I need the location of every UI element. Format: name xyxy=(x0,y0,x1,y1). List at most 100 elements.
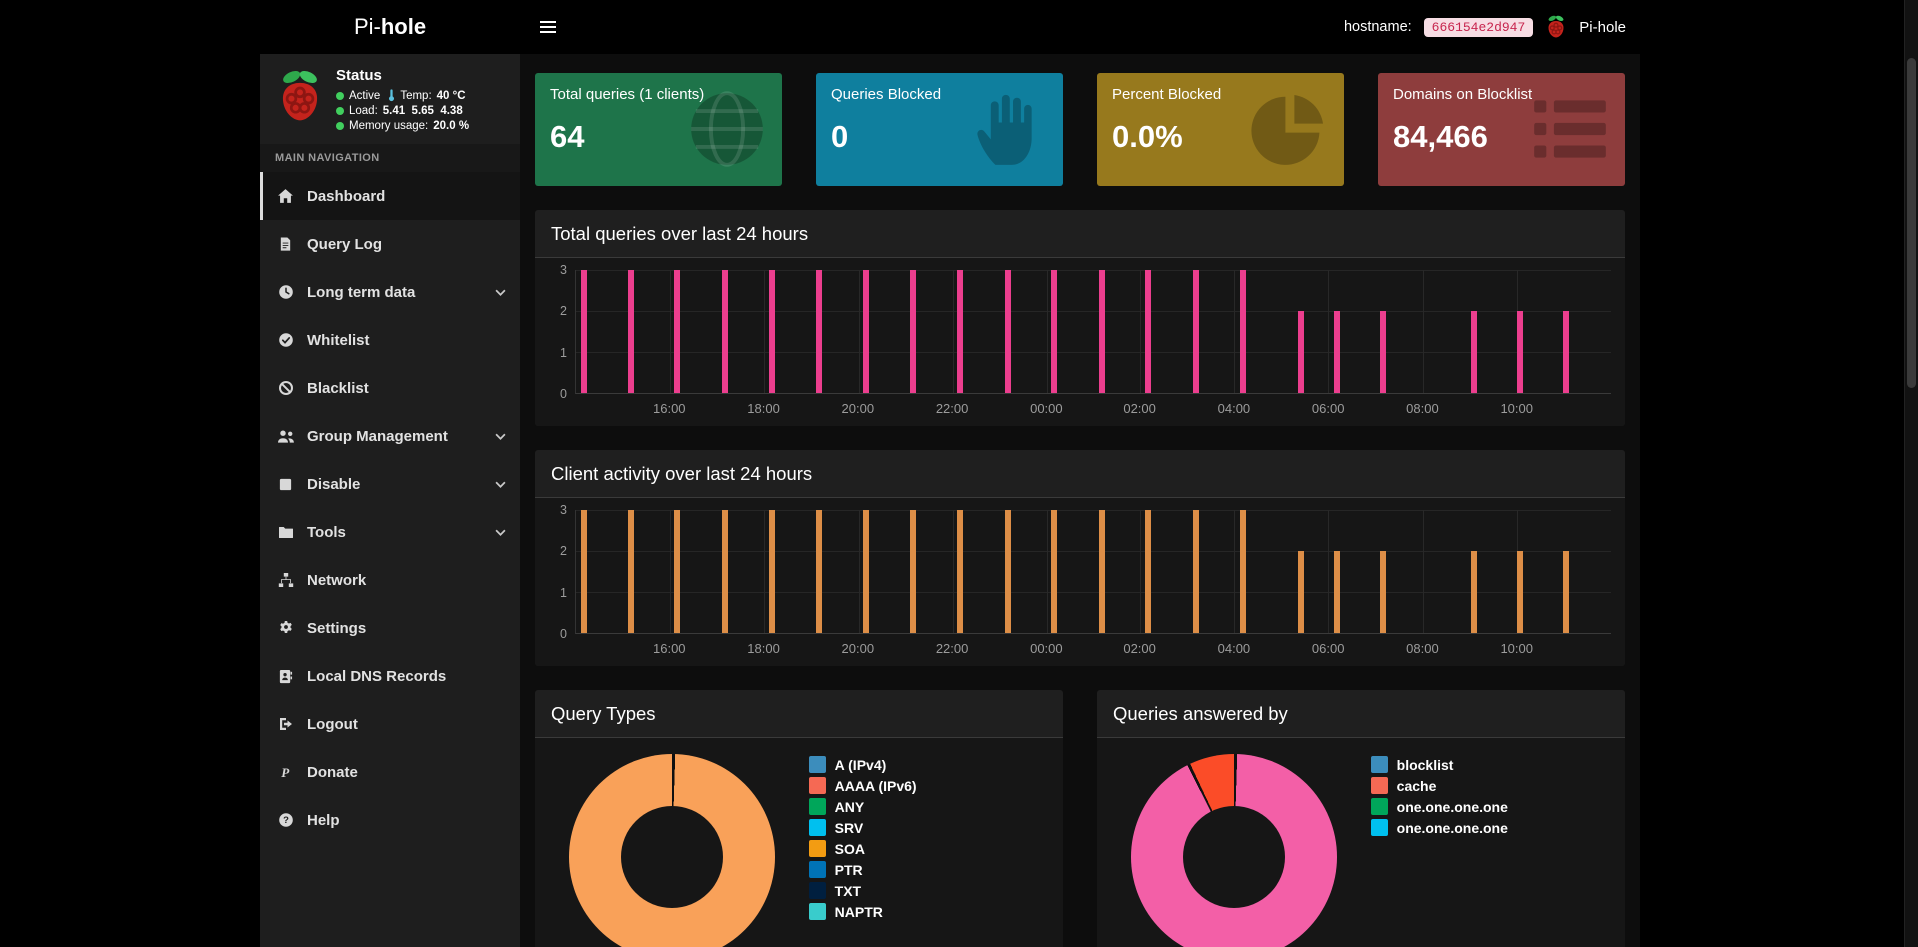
chevron-down-icon xyxy=(495,529,506,536)
legend-swatch xyxy=(808,777,826,794)
sidebar: Status Active Temp: 40 °C Load: 5.41 5.6… xyxy=(260,54,520,947)
folder-icon xyxy=(276,524,295,540)
sidebar-item-network[interactable]: Network xyxy=(260,556,520,604)
summary-card-percent-blocked: Percent Blocked 0.0% xyxy=(1097,73,1344,186)
chart-bar xyxy=(627,270,634,393)
chart-bar xyxy=(1145,510,1152,633)
chart-bar xyxy=(1380,551,1387,633)
card-value: 64 xyxy=(550,119,585,154)
query-types-donut[interactable] xyxy=(568,754,775,947)
chart-bar xyxy=(816,270,823,393)
queries-answered-donut[interactable] xyxy=(1130,754,1337,947)
chart-bar xyxy=(1051,510,1058,633)
card-label: Total queries (1 clients) xyxy=(550,86,705,103)
gridline xyxy=(576,352,1611,353)
gridline xyxy=(576,510,1611,511)
y-axis-label: 2 xyxy=(560,544,567,559)
panel-title: Query Types xyxy=(535,690,1063,738)
panel-title: Total queries over last 24 hours xyxy=(535,210,1625,258)
x-axis-label: 02:00 xyxy=(1123,401,1156,416)
legend-swatch xyxy=(808,903,826,920)
legend-item-one-one-one-one[interactable]: one.one.one.one xyxy=(1370,819,1615,836)
legend-item-srv[interactable]: SRV xyxy=(808,819,1053,836)
sidebar-item-label: Local DNS Records xyxy=(307,667,447,685)
sidebar-item-tools[interactable]: Tools xyxy=(260,508,520,556)
sidebar-item-help[interactable]: ? Help xyxy=(260,796,520,844)
sidebar-item-dashboard[interactable]: Dashboard xyxy=(260,172,520,220)
legend-label: A (IPv4) xyxy=(834,756,887,773)
legend-item-aaaa-ipv6[interactable]: AAAA (IPv6) xyxy=(808,777,1053,794)
legend-item-blocklist[interactable]: blocklist xyxy=(1370,756,1615,773)
legend-item-any[interactable]: ANY xyxy=(808,798,1053,815)
brand-text: Pi- xyxy=(353,14,381,39)
legend-label: cache xyxy=(1396,777,1437,794)
queries-answered-legend: blocklist cache one.one.one.one one.one.one… xyxy=(1370,752,1615,947)
list-icon xyxy=(1527,86,1613,172)
sidebar-menu: Dashboard Query Log Long term data Whitelis… xyxy=(260,172,520,844)
brand-link[interactable]: Pi-hole xyxy=(260,0,520,54)
sidebar-item-disable[interactable]: Disable xyxy=(260,460,520,508)
chart-bar xyxy=(768,510,775,633)
top-navbar: Pi-hole hostname: 666154e2d947 Pi-hole xyxy=(260,0,1640,54)
status-info: Status Active Temp: 40 °C Load: 5.41 5.6… xyxy=(336,67,469,132)
donut-wrap xyxy=(535,752,809,947)
stop-icon xyxy=(276,477,295,492)
client-activity-chart[interactable]: 0 1 2 3 16:00 18:00 20:00 22:00 00:00 02:00 04:00 0… xyxy=(549,503,1611,658)
total-queries-chart[interactable]: 0 1 2 3 16:00 18:00 20:00 22:00 00:00 02:00 04:00 0… xyxy=(549,263,1611,418)
hand-icon xyxy=(965,86,1051,172)
gridline xyxy=(1234,270,1236,393)
sidebar-item-query-log[interactable]: Query Log xyxy=(260,220,520,268)
memory-label: Memory usage: xyxy=(349,120,429,132)
ban-icon xyxy=(276,380,295,396)
legend-swatch xyxy=(1370,756,1388,773)
x-axis-label: 00:00 xyxy=(1030,401,1063,416)
chart-bar xyxy=(956,270,963,393)
gridline xyxy=(1328,510,1330,633)
globe-icon xyxy=(684,86,770,172)
temp-label: Temp: xyxy=(400,89,432,102)
summary-card-queries-blocked: Queries Blocked 0 xyxy=(816,73,1063,186)
x-axis-label: 10:00 xyxy=(1500,401,1533,416)
x-axis-label: 10:00 xyxy=(1500,641,1533,656)
chart-bar xyxy=(1563,311,1570,393)
gridline xyxy=(1328,270,1330,393)
y-axis-label: 3 xyxy=(560,503,567,517)
chart-bar xyxy=(722,270,729,393)
home-icon xyxy=(276,188,295,205)
brand-text-bold: hole xyxy=(380,14,427,39)
page-scrollbar[interactable] xyxy=(1904,0,1918,947)
legend-item-txt[interactable]: TXT xyxy=(808,882,1053,899)
sidebar-item-label: Network xyxy=(307,571,367,589)
sidebar-item-donate[interactable]: P Donate xyxy=(260,748,520,796)
sidebar-item-label: Settings xyxy=(307,619,367,637)
status-active-label: Active xyxy=(349,89,381,102)
legend-item-a-ipv4[interactable]: A (IPv4) xyxy=(808,756,1053,773)
x-axis-label: 06:00 xyxy=(1311,401,1345,416)
check-circle-icon xyxy=(276,332,295,348)
sidebar-item-settings[interactable]: Settings xyxy=(260,604,520,652)
legend-swatch xyxy=(1370,819,1388,836)
chart-bar xyxy=(627,510,634,633)
status-dot xyxy=(336,91,344,100)
sidebar-item-group-management[interactable]: Group Management xyxy=(260,412,520,460)
panel-client-activity: Client activity over last 24 hours 0 1 2 3 1… xyxy=(535,450,1625,666)
hamburger-icon[interactable] xyxy=(520,0,576,54)
legend-item-ptr[interactable]: PTR xyxy=(808,861,1053,878)
sidebar-item-long-term-data[interactable]: Long term data xyxy=(260,268,520,316)
legend-item-naptr[interactable]: NAPTR xyxy=(808,903,1053,920)
sidebar-item-local-dns-records[interactable]: Local DNS Records xyxy=(260,652,520,700)
legend-label: NAPTR xyxy=(834,903,883,920)
sidebar-item-label: Long term data xyxy=(307,283,416,301)
legend-item-soa[interactable]: SOA xyxy=(808,840,1053,857)
sidebar-item-whitelist[interactable]: Whitelist xyxy=(260,316,520,364)
sidebar-item-blacklist[interactable]: Blacklist xyxy=(260,364,520,412)
chart-bar xyxy=(674,270,681,393)
gridline xyxy=(858,510,860,633)
x-axis-label: 18:00 xyxy=(747,641,780,656)
scrollbar-thumb[interactable] xyxy=(1907,58,1916,388)
status-line-load: Load: 5.41 5.65 4.38 xyxy=(336,105,469,117)
raspberry-icon xyxy=(1545,14,1567,40)
sidebar-item-logout[interactable]: Logout xyxy=(260,700,520,748)
legend-item-cache[interactable]: cache xyxy=(1370,777,1615,794)
legend-item-one-one-one-one[interactable]: one.one.one.one xyxy=(1370,798,1615,815)
